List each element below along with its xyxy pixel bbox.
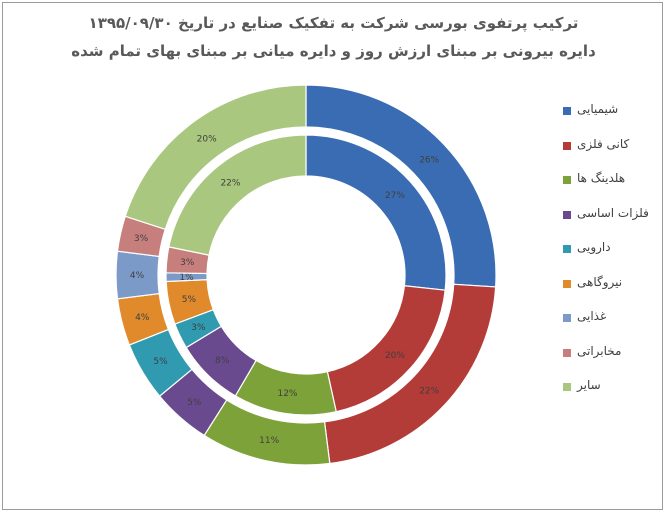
outer-slice-label-5: 4% bbox=[135, 313, 150, 323]
legend-label: سایر bbox=[577, 378, 601, 392]
outer-slice-label-6: 4% bbox=[130, 271, 145, 281]
inner-slice-label-7: 3% bbox=[180, 258, 195, 268]
legend-label: دارویی bbox=[577, 240, 611, 254]
inner-slice-label-5: 5% bbox=[182, 295, 197, 305]
legend-label: شیمیایی bbox=[577, 102, 619, 116]
legend-swatch bbox=[563, 383, 571, 391]
chart-title: ترکیب پرتفوی بورسی شرکت به تفکیک صنایع د… bbox=[88, 14, 579, 32]
legend-item: کانی فلزی bbox=[555, 133, 655, 168]
inner-slice-label-4: 3% bbox=[191, 323, 206, 333]
inner-slice-label-8: 22% bbox=[220, 178, 240, 188]
outer-slice-8 bbox=[124, 84, 307, 231]
chart-legend: شیمیایی کانی فلزی هلدینگ ها فلزات اساسی دارو… bbox=[555, 98, 655, 409]
legend-swatch bbox=[563, 210, 571, 219]
legend-item: هلدینگ ها bbox=[555, 167, 655, 202]
legend-item: فلزات اساسی bbox=[555, 202, 655, 237]
outer-slice-label-3: 5% bbox=[187, 398, 202, 408]
inner-slice-label-3: 8% bbox=[215, 356, 230, 366]
inner-slice-label-2: 12% bbox=[277, 389, 297, 399]
legend-item: دارویی bbox=[555, 236, 655, 271]
legend-swatch bbox=[563, 348, 571, 357]
legend-item: غذایی bbox=[555, 305, 655, 340]
legend-label: غذایی bbox=[577, 309, 607, 323]
legend-swatch bbox=[563, 141, 571, 150]
outer-slice-label-1: 22% bbox=[419, 387, 439, 397]
legend-item: سایر bbox=[555, 374, 655, 409]
legend-swatch bbox=[563, 107, 571, 115]
legend-item: نیروگاهی bbox=[555, 271, 655, 306]
inner-slice-label-6: 1% bbox=[179, 273, 194, 283]
outer-slice-label-0: 26% bbox=[419, 155, 439, 165]
legend-swatch bbox=[563, 176, 571, 184]
legend-label: فلزات اساسی bbox=[577, 205, 649, 220]
inner-slice-label-0: 27% bbox=[385, 191, 405, 201]
legend-label: هلدینگ ها bbox=[577, 171, 626, 185]
legend-swatch bbox=[563, 314, 571, 322]
inner-slice-label-1: 20% bbox=[385, 351, 405, 361]
legend-item: مخابراتی bbox=[555, 340, 655, 375]
outer-slice-label-8: 20% bbox=[197, 134, 217, 144]
legend-item: شیمیایی bbox=[555, 98, 655, 133]
legend-swatch bbox=[563, 279, 571, 288]
legend-label: کانی فلزی bbox=[577, 136, 630, 151]
chart-subtitle: دایره بیرونی بر مبنای ارزش روز و دایره م… bbox=[71, 42, 596, 60]
outer-slice-label-2: 11% bbox=[259, 436, 279, 446]
outer-slice-label-7: 3% bbox=[134, 234, 149, 244]
inner-slice-8 bbox=[168, 134, 307, 256]
legend-label: نیروگاهی bbox=[577, 274, 623, 289]
legend-swatch bbox=[563, 245, 571, 253]
legend-label: مخابراتی bbox=[577, 343, 622, 358]
outer-slice-label-4: 5% bbox=[153, 357, 168, 367]
